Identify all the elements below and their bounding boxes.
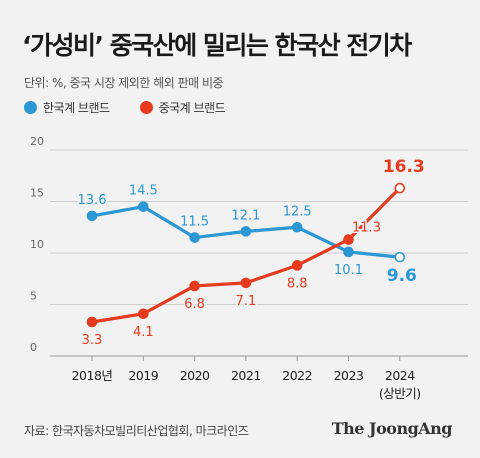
chinese-data-label: 4.1 (133, 325, 154, 340)
chinese-data-label: 6.8 (184, 297, 205, 312)
korean-data-label: 14.5 (129, 184, 158, 199)
x-tick-sublabel: (상반기) (379, 386, 421, 401)
chinese-data-point (189, 280, 200, 292)
y-tick-label: 15 (30, 187, 44, 200)
chinese-data-point (343, 234, 354, 245)
legend-label-chinese: 중국계 브랜드 (158, 101, 226, 115)
korean-data-point (394, 251, 406, 263)
x-tick-label: 2020 (180, 368, 210, 383)
legend-item-korean: 한국계 브랜드 (24, 99, 110, 116)
chinese-data-label: 8.8 (287, 276, 308, 291)
y-tick-label: 0 (30, 341, 37, 354)
legend-label-korean: 한국계 브랜드 (43, 101, 110, 115)
korean-data-label: 11.5 (180, 215, 209, 230)
chart-title: ‘가성비’ 중국산에 밀리는 한국산 전기차 (22, 31, 412, 60)
korean-data-label: 12.1 (231, 208, 260, 223)
chinese-data-label: 3.3 (82, 333, 103, 348)
x-tick-label: 2021 (231, 368, 261, 383)
x-tick-label: 2024 (385, 368, 415, 383)
y-tick-label: 10 (30, 238, 44, 251)
chinese-data-label: 7.1 (236, 294, 257, 309)
chinese-data-point (291, 260, 303, 271)
legend: 한국계 브랜드 중국계 브랜드 (24, 99, 255, 116)
y-tick-label: 5 (30, 290, 37, 303)
x-tick-label: 2022 (282, 368, 312, 383)
korean-data-label: 9.6 (387, 266, 417, 286)
source-note: 자료: 한국자동차모빌리티산업협회, 마크라인즈 (24, 424, 249, 438)
chinese-data-label: 16.3 (383, 157, 425, 177)
korean-data-label: 13.6 (78, 193, 107, 208)
x-tick-label: 2023 (334, 368, 364, 383)
chinese-data-point (394, 182, 406, 194)
korean-data-label: 10.1 (334, 263, 363, 278)
korean-data-point (291, 221, 303, 233)
y-tick-label: 20 (30, 135, 44, 148)
chinese-data-point (86, 316, 98, 328)
unit-note: 단위: %, 중국 시장 제외한 해외 판매 비중 (24, 76, 224, 90)
chinese-data-label: 11.3 (352, 221, 381, 236)
brand-logo: The JoongAng (331, 419, 453, 438)
korean-data-point (343, 246, 354, 258)
korean-data-point (86, 210, 98, 222)
korean-data-point (138, 201, 149, 212)
chinese-data-point (240, 277, 252, 289)
legend-marker-korean (24, 101, 37, 114)
legend-item-chinese: 중국계 브랜드 (139, 99, 226, 116)
legend-marker-chinese (139, 101, 153, 114)
korean-data-point (189, 232, 200, 243)
x-tick-label: 2019 (128, 368, 158, 383)
x-tick-label: 2018년 (72, 368, 113, 383)
chinese-data-point (138, 308, 149, 320)
korean-data-label: 12.5 (283, 204, 312, 219)
korean-data-point (240, 226, 252, 237)
